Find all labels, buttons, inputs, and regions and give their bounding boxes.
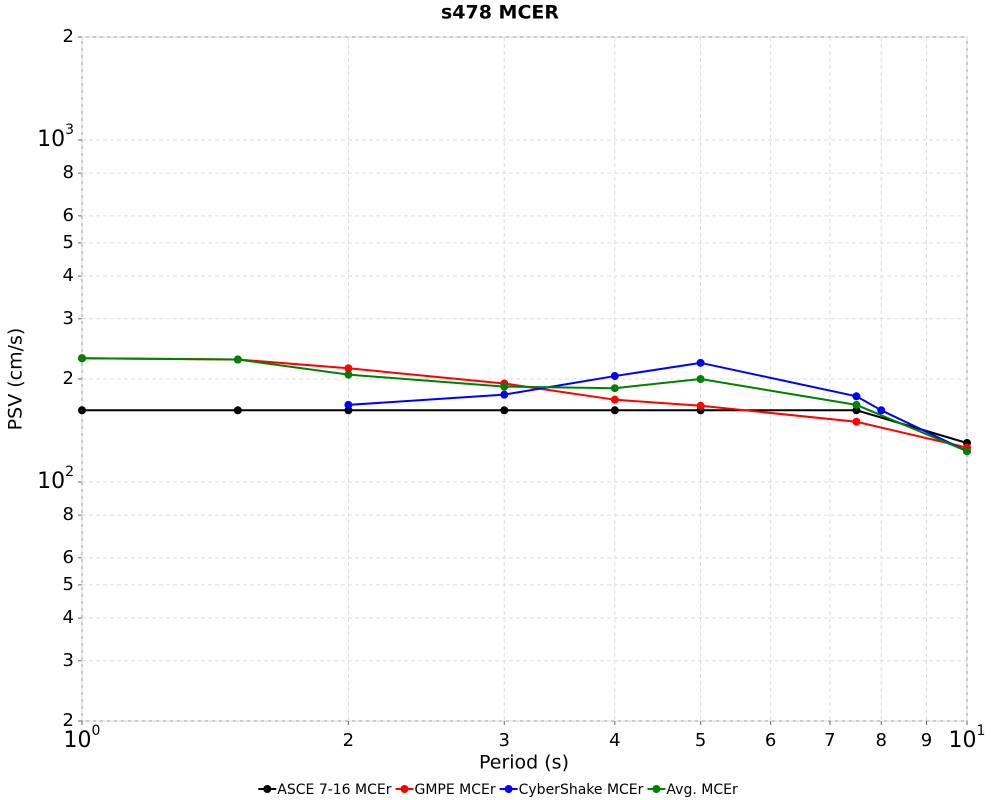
x-tick-label-exponent: 1 <box>977 723 986 739</box>
data-point <box>344 400 353 409</box>
legend-item: Avg. MCEr <box>647 782 738 798</box>
y-tick-label-base: 6 <box>63 205 74 226</box>
data-point <box>233 406 242 415</box>
legend-item: CyberShake MCEr <box>499 782 644 798</box>
series-line <box>82 409 968 444</box>
legend-label: Avg. MCEr <box>666 782 738 798</box>
data-point <box>877 406 886 415</box>
legend-label: ASCE 7-16 MCEr <box>277 782 391 798</box>
x-tick-label: 9 <box>921 730 932 751</box>
x-tick-label: 6 <box>765 730 776 751</box>
y-tick-label-base: 2 <box>63 368 74 389</box>
data-point <box>233 355 242 364</box>
x-tick-label: 4 <box>609 730 620 751</box>
legend-marker <box>504 785 513 793</box>
data-point <box>610 395 619 404</box>
y-tick-label-base: 3 <box>63 650 74 671</box>
x-tick-label: 5 <box>695 730 706 751</box>
y-tick-label-base: 6 <box>63 547 74 568</box>
y-tick-label-base: 8 <box>63 504 74 525</box>
y-tick-label: 4 <box>63 607 74 628</box>
y-tick-label-base: 10 <box>37 469 65 494</box>
legend-item: ASCE 7-16 MCEr <box>258 782 392 798</box>
x-tick-label-base: 10 <box>64 728 92 753</box>
data-point <box>610 372 619 381</box>
x-tick-label: 8 <box>876 730 887 751</box>
y-axis-label: PSV (cm/s) <box>5 328 27 431</box>
legend-label: GMPE MCEr <box>415 782 496 798</box>
y-tick-label: 4 <box>63 265 74 286</box>
y-tick-label: 102 <box>37 464 74 494</box>
y-tick-label-base: 10 <box>37 127 65 152</box>
series-line <box>81 357 968 449</box>
chart-title: s478 MCER <box>441 2 559 24</box>
y-tick-label-base: 8 <box>63 162 74 183</box>
data-point <box>344 370 353 379</box>
legend-item: GMPE MCEr <box>395 782 496 798</box>
data-point <box>500 406 509 415</box>
x-tick-label: 101 <box>949 723 986 753</box>
y-tick-label: 8 <box>63 162 74 183</box>
y-tick-label: 3 <box>63 308 74 329</box>
data-point <box>78 354 86 363</box>
data-point <box>963 447 971 456</box>
y-tick-label-base: 4 <box>63 607 74 628</box>
y-tick-label-exponent: 2 <box>65 464 74 480</box>
x-tick-label-base: 10 <box>949 728 977 753</box>
y-tick-label-base: 2 <box>63 26 74 47</box>
y-tick-label: 2 <box>63 710 74 731</box>
y-tick-label: 5 <box>63 232 74 253</box>
data-point <box>696 358 705 367</box>
y-tick-label-exponent: 3 <box>65 122 74 138</box>
x-tick-label: 100 <box>64 723 101 753</box>
y-tick-label: 2 <box>63 368 74 389</box>
x-tick-label-exponent: 0 <box>92 723 101 739</box>
data-point <box>852 400 861 409</box>
y-tick-label-base: 3 <box>63 308 74 329</box>
y-tick-label-base: 2 <box>63 710 74 731</box>
y-tick-label: 5 <box>63 574 74 595</box>
data-point <box>696 401 705 410</box>
y-tick-label: 8 <box>63 504 74 525</box>
x-tick-label: 7 <box>824 730 835 751</box>
y-tick-label: 2 <box>63 26 74 47</box>
y-tick-label: 103 <box>37 122 74 152</box>
legend-marker <box>263 785 272 793</box>
data-point <box>610 384 619 393</box>
legend-marker <box>400 785 409 793</box>
y-tick-label: 3 <box>63 650 74 671</box>
y-tick-label-base: 4 <box>63 265 74 286</box>
data-point <box>78 406 86 415</box>
data-point <box>500 390 509 399</box>
y-tick-label: 6 <box>63 205 74 226</box>
data-point <box>852 392 861 401</box>
legend-marker <box>652 785 661 793</box>
series-line <box>81 357 968 453</box>
data-point <box>852 417 861 426</box>
x-tick-label: 2 <box>343 730 354 751</box>
y-tick-label-base: 5 <box>63 232 74 253</box>
x-axis-label: Period (s) <box>479 752 569 774</box>
legend-label: CyberShake MCEr <box>519 782 644 798</box>
data-point <box>610 406 619 415</box>
legend: ASCE 7-16 MCEr GMPE MCEr CyberShake MCEr Av… <box>258 782 738 798</box>
data-point <box>500 382 509 391</box>
y-tick-label-base: 5 <box>63 574 74 595</box>
y-tick-label: 6 <box>63 547 74 568</box>
data-point <box>344 364 353 373</box>
x-tick-label: 3 <box>499 730 510 751</box>
data-point <box>696 375 705 383</box>
